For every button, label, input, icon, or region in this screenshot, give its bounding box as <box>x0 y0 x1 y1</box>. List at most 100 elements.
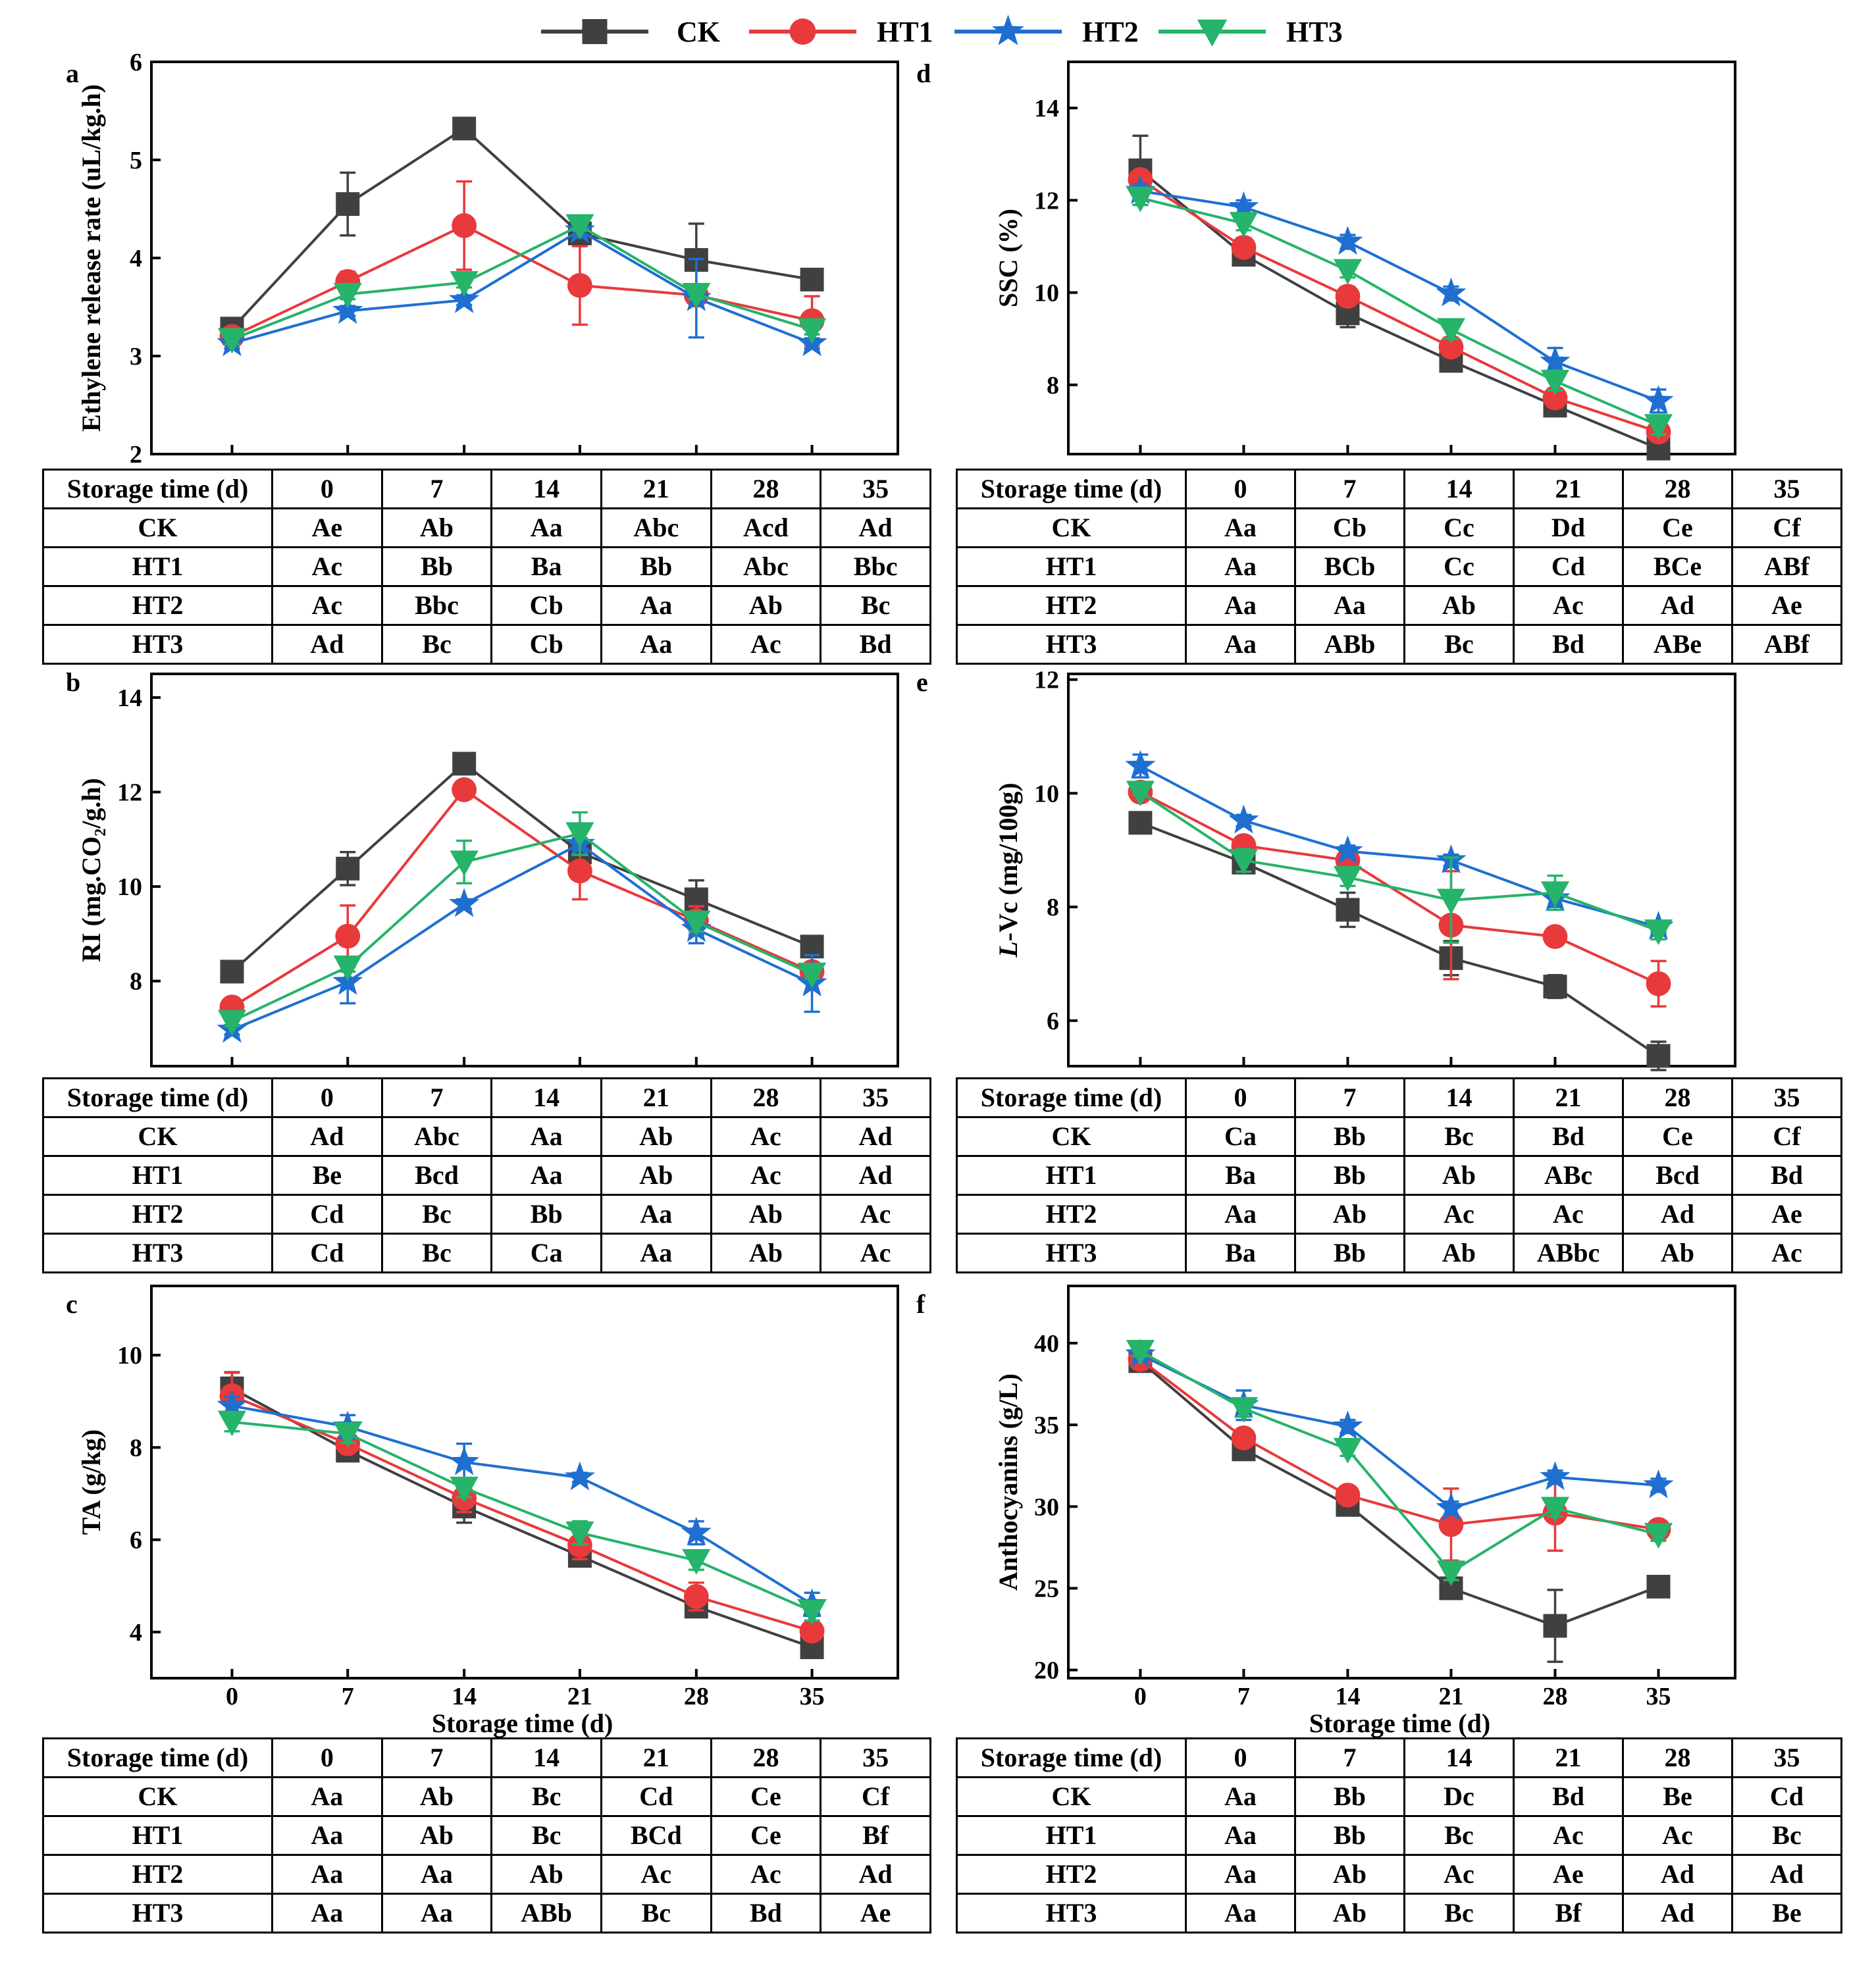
table-row-label: HT2 <box>42 1194 273 1235</box>
series-ht2 <box>217 215 827 357</box>
series-line <box>1139 178 1659 434</box>
table-cell: Bcd <box>380 1155 493 1196</box>
data-point-triangle-down-icon <box>450 270 479 297</box>
table-cell: Ae <box>1513 1854 1624 1895</box>
data-point-circle-icon <box>567 272 592 298</box>
series-ht2 <box>1125 1339 1674 1522</box>
data-point-circle-icon <box>1438 334 1464 360</box>
series-ht2 <box>1125 750 1674 940</box>
table-cell: Ad <box>820 1116 931 1157</box>
table-header-cell: 7 <box>1294 1077 1405 1118</box>
table-cell: Ac <box>1622 1815 1733 1856</box>
table-row: HT3 Ba Bb Ab ABbc Ab Ac <box>956 1233 1842 1273</box>
table-cell: Aa <box>1185 546 1296 587</box>
table-cell: Bc <box>1403 1893 1515 1934</box>
table-cell: Aa <box>1185 507 1296 548</box>
series-ck <box>1128 134 1671 461</box>
table-cell: Ac <box>271 546 383 587</box>
series-line <box>231 761 813 973</box>
table-cell: Cf <box>820 1776 931 1817</box>
series-line <box>1139 196 1659 427</box>
panel-letter: d <box>916 59 931 88</box>
table-cell: Ae <box>1731 1194 1842 1235</box>
table-row-label: HT2 <box>956 1854 1187 1895</box>
table-cell: Bc <box>380 1233 493 1273</box>
table-cell: Ac <box>710 624 822 665</box>
table-cell: Ab <box>710 1233 822 1273</box>
table-cell: BCe <box>1622 546 1733 587</box>
series-line <box>1139 169 1659 450</box>
table-cell: Bc <box>600 1893 712 1934</box>
table-row: HT2 Aa Aa Ab Ac Ac Ad <box>42 1854 931 1895</box>
table-cell: ABb <box>1294 624 1405 665</box>
legend-item-ck: CK <box>541 16 720 48</box>
data-point-star-icon <box>1332 835 1363 865</box>
table-cell: Cc <box>1403 546 1515 587</box>
table-header-cell: 28 <box>1622 1077 1733 1118</box>
y-tick-label: 4 <box>130 1619 142 1647</box>
plot-frame <box>1067 673 1736 1067</box>
x-tick-label: 7 <box>342 1683 354 1710</box>
table-cell: Cd <box>600 1776 712 1817</box>
table-cell: Ac <box>1403 1854 1515 1895</box>
y-tick-label: 8 <box>1047 372 1059 399</box>
significance-table-e: Storage time (d) 0 7 14 21 28 35 CK Ca Bb Bc Bd Ce Cf… <box>956 1077 1842 1273</box>
table-cell: Bf <box>820 1815 931 1856</box>
panel-letter: c <box>66 1289 78 1319</box>
data-point-triangle-down-icon <box>217 1410 247 1437</box>
table-cell: Bc <box>380 1194 493 1235</box>
table-cell: Ab <box>1403 1233 1515 1273</box>
table-header-cell: 35 <box>820 1737 931 1778</box>
series-line <box>231 1387 813 1649</box>
data-point-triangle-down-icon <box>217 328 247 354</box>
data-point-square-icon <box>1646 1044 1671 1068</box>
significance-table-c: Storage time (d) 0 7 14 21 28 35 CK Aa Ab Bc Cd Ce Cf… <box>42 1737 931 1934</box>
table-cell: Ac <box>710 1155 822 1196</box>
data-point-triangle-down-icon <box>1540 1497 1570 1523</box>
table-cell: Be <box>271 1155 383 1196</box>
table-cell: Aa <box>1185 1815 1296 1856</box>
table-row-label: HT2 <box>956 585 1187 626</box>
table-header-cell: 28 <box>1622 469 1733 509</box>
table-cell: Ce <box>1622 1116 1733 1157</box>
data-point-star-icon <box>1228 804 1259 834</box>
table-cell: Ce <box>710 1815 822 1856</box>
data-point-triangle-down-icon <box>333 282 362 309</box>
y-tick-label: 14 <box>117 684 142 712</box>
table-row: HT2 Aa Ab Ac Ae Ad Ad <box>956 1854 1842 1895</box>
data-point-circle-icon <box>1231 1425 1257 1450</box>
data-point-circle-icon <box>799 1618 825 1644</box>
data-point-star-icon <box>449 284 480 313</box>
chart-panel-c: c 4 6 8 10 0 7 14 21 28 35 TA (g/kg) Storage time (d… <box>66 1285 899 1738</box>
table-row-label: HT1 <box>956 546 1187 587</box>
data-point-star-icon <box>1643 385 1674 414</box>
series-ht2 <box>217 828 827 1043</box>
table-row: HT2 Aa Aa Ab Ac Ad Ae <box>956 585 1842 626</box>
table-row: HT2 Ac Bbc Cb Aa Ab Bc <box>42 585 931 626</box>
y-tick-label: 12 <box>1034 667 1059 694</box>
table-cell: Ac <box>1731 1233 1842 1273</box>
table-header-cell: Storage time (d) <box>956 1737 1187 1778</box>
table-cell: Ab <box>600 1155 712 1196</box>
table-row: HT1 Aa BCb Cc Cd BCe ABf <box>956 546 1842 587</box>
table-header-cell: 28 <box>1622 1737 1733 1778</box>
table-cell: Ab <box>710 585 822 626</box>
table-row-label: HT1 <box>42 546 273 587</box>
table-row: CK Aa Bb Dc Bd Be Cd <box>956 1776 1842 1817</box>
panels: a 2 3 4 5 6 Ethylene release rate (uL/kg.h) b 8 1… <box>66 49 1736 1738</box>
series-line <box>231 228 813 345</box>
table-cell: Cb <box>1294 507 1405 548</box>
chart-panel-b: b 8 10 12 14 RI (mg.CO₂/g.h) <box>66 667 899 1067</box>
data-point-triangle-down-icon <box>1540 369 1570 396</box>
panel-letter: a <box>66 59 79 88</box>
y-tick-label: 2 <box>130 441 142 469</box>
y-tick-label: 5 <box>130 147 142 174</box>
y-tick-label: 4 <box>130 245 142 272</box>
data-point-star-icon <box>1228 191 1259 220</box>
x-tick-label: 0 <box>1134 1683 1147 1710</box>
table-cell: Ca <box>1185 1116 1296 1157</box>
table-cell: Dc <box>1403 1776 1515 1817</box>
table-row: HT1 Ba Bb Ab ABc Bcd Bd <box>956 1155 1842 1196</box>
series-ck <box>220 752 824 984</box>
table-header-cell: 21 <box>1513 1077 1624 1118</box>
